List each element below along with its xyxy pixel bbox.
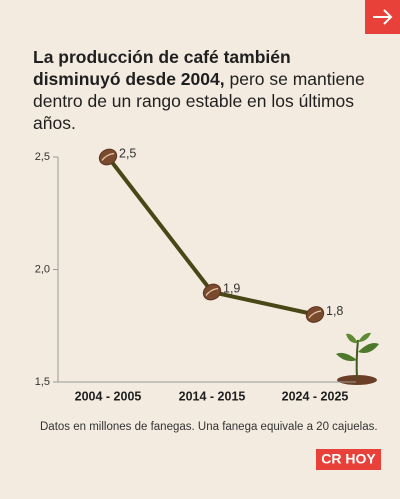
title-regular: pero se mantiene dentro de un rango esta… <box>33 69 365 133</box>
y-tick-label: 1,5 <box>35 376 50 388</box>
bean-body <box>202 283 222 301</box>
bean-crease <box>101 152 115 161</box>
brand-text: CR HOY <box>321 451 376 467</box>
plant-icon <box>336 332 379 385</box>
bean-crease <box>308 310 322 319</box>
bean-body <box>98 148 118 166</box>
coffee-bean-marker <box>305 306 325 323</box>
bean-body <box>305 306 325 323</box>
footnote: Datos en millones de fanegas. Una fanega… <box>40 421 378 433</box>
coffee-bean-marker <box>98 148 118 166</box>
y-tick-label: 2,0 <box>35 263 50 275</box>
data-label: 1,9 <box>223 281 240 295</box>
chart-title: La producción de café también disminuyó … <box>33 46 378 134</box>
x-tick-label: 2014 - 2015 <box>179 389 246 403</box>
title-bold: La producción de café también disminuyó … <box>33 47 291 89</box>
x-tick-label: 2004 - 2005 <box>75 389 142 403</box>
coffee-bean-marker <box>202 283 222 301</box>
brand-logo <box>316 449 381 470</box>
data-label: 1,8 <box>326 304 343 318</box>
x-tick-label: 2024 - 2025 <box>282 389 349 403</box>
arrow-icon <box>373 9 393 25</box>
y-tick-label: 2,5 <box>35 151 50 163</box>
data-label: 2,5 <box>119 146 136 160</box>
bean-crease <box>205 287 219 296</box>
